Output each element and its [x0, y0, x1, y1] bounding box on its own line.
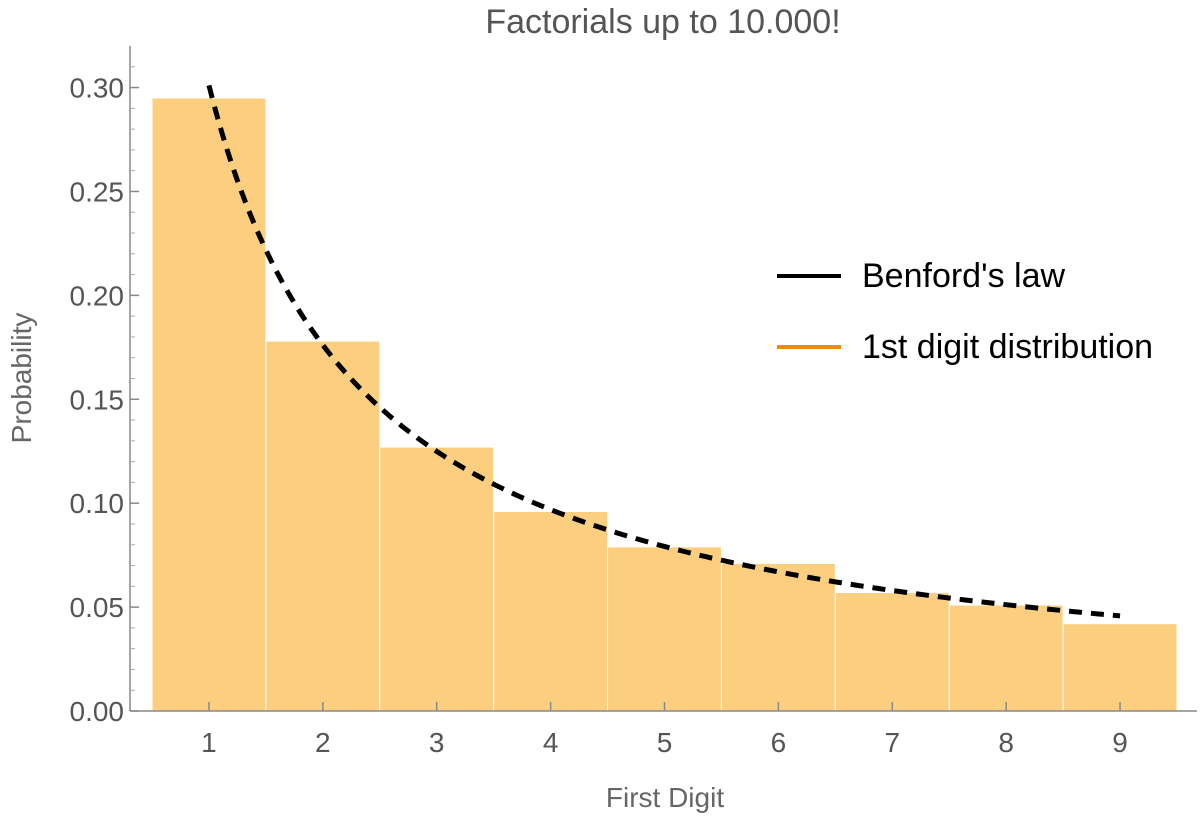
y-tick-label: 0.30 [70, 73, 125, 104]
x-tick-label: 9 [1112, 727, 1128, 758]
y-tick-label: 0.05 [70, 592, 125, 623]
y-tick-label: 0.10 [70, 488, 125, 519]
y-ticks-group: 0.00 0.05 0.10 0.15 0.20 0.25 0.30 [70, 66, 139, 727]
x-tick-label: 7 [884, 727, 900, 758]
x-tick-label: 3 [429, 727, 445, 758]
x-tick-label: 2 [315, 727, 331, 758]
y-tick-label: 0.25 [70, 176, 125, 207]
bar-digit-6 [720, 562, 836, 712]
bar-digit-5 [607, 546, 722, 712]
y-tick-label: 0.20 [70, 280, 125, 311]
chart-title: Factorials up to 10.000! [485, 3, 840, 41]
legend-label-distribution: 1st digit distribution [862, 328, 1153, 366]
bar-digit-7 [834, 592, 950, 712]
bar-digit-8 [948, 604, 1064, 712]
x-tick-label: 5 [657, 727, 673, 758]
x-axis-label: First Digit [606, 782, 724, 813]
benford-law-line [206, 84, 1121, 619]
x-tick-label: 1 [201, 727, 217, 758]
x-tick-label: 4 [543, 727, 559, 758]
y-tick-label: 0.00 [70, 696, 125, 727]
y-axis-label: Probability [6, 313, 37, 444]
legend-label-benford: Benford's law [862, 257, 1065, 295]
x-tick-label: 6 [771, 727, 787, 758]
bar-digit-1 [151, 97, 267, 712]
y-tick-label: 0.15 [70, 384, 125, 415]
bar-digit-3 [379, 446, 495, 712]
x-tick-label: 8 [998, 727, 1014, 758]
bar-digit-9 [1062, 623, 1178, 712]
bar-digit-2 [265, 340, 381, 712]
x-ticks-group: 1 2 3 4 5 6 7 8 9 [201, 702, 1128, 758]
bar-digit-4 [493, 511, 609, 712]
legend: Benford's law 1st digit distribution [777, 257, 1153, 366]
bars-group [151, 97, 1178, 712]
